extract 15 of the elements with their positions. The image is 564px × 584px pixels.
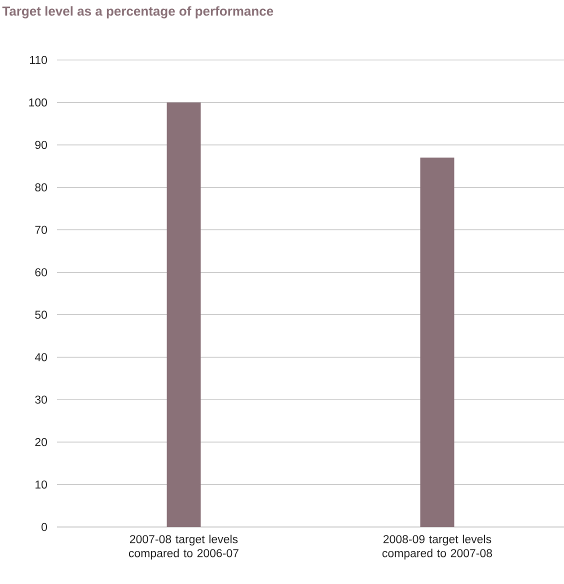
y-tick-label: 60 xyxy=(35,268,48,276)
y-tick-label: 70 xyxy=(35,226,48,234)
y-tick-label: 90 xyxy=(35,140,48,149)
y-tick-label: 10 xyxy=(36,480,48,489)
y-tick-label: 50 xyxy=(35,310,48,319)
y-tick-label: 110 xyxy=(30,56,48,64)
y-tick-label: 40 xyxy=(34,353,48,362)
y-tick-label: 100 xyxy=(29,98,48,107)
y-tick-label: 20 xyxy=(35,438,48,446)
chart-title: Target level as a percentage of performance xyxy=(2,6,274,18)
x-tick-label: 2007-08 target levels compared to 2006-07 xyxy=(128,534,238,560)
x-tick-label: 2008-09 target levels compared to 2007-08 xyxy=(382,534,492,560)
y-tick-label: 0 xyxy=(42,522,48,532)
y-tick-label: 30 xyxy=(35,396,48,404)
y-tick-label: 80 xyxy=(35,183,48,192)
